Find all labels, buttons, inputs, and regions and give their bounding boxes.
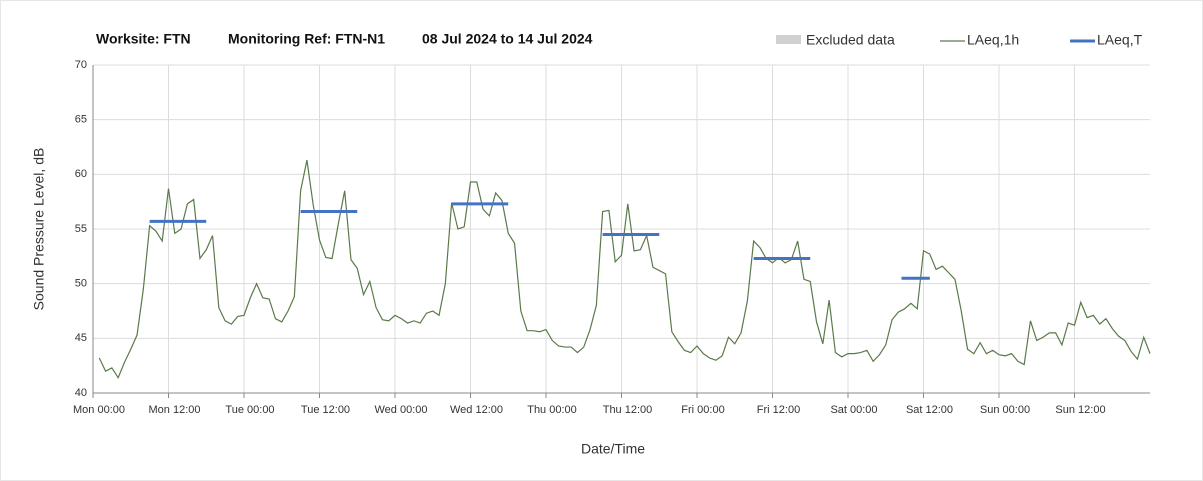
- y-tick-label: 70: [75, 59, 87, 71]
- x-tick-label: Fri 12:00: [757, 404, 800, 416]
- x-tick-label: Sun 00:00: [980, 404, 1030, 416]
- y-tick-label: 55: [75, 223, 87, 235]
- chart-title: Worksite: FTN: [96, 31, 191, 47]
- x-tick-label: Sat 00:00: [830, 404, 877, 416]
- chart-title: Monitoring Ref: FTN-N1: [228, 31, 385, 47]
- y-tick-label: 65: [75, 114, 87, 126]
- legend-label: Excluded data: [806, 32, 895, 48]
- x-tick-label: Fri 00:00: [681, 404, 724, 416]
- x-tick-label: Tue 12:00: [301, 404, 350, 416]
- y-tick-label: 50: [75, 278, 87, 290]
- legend-label: LAeq,T: [1097, 32, 1143, 48]
- y-tick-label: 60: [75, 168, 87, 180]
- x-tick-label: Wed 12:00: [450, 404, 503, 416]
- y-tick-label: 40: [75, 387, 87, 399]
- x-tick-label: Wed 00:00: [374, 404, 427, 416]
- y-axis-title: Sound Pressure Level, dB: [31, 148, 47, 311]
- y-tick-label: 45: [75, 332, 87, 344]
- x-tick-label: Mon 12:00: [149, 404, 201, 416]
- x-axis-title: Date/Time: [581, 441, 645, 457]
- x-tick-label: Tue 00:00: [225, 404, 274, 416]
- x-tick-label: Thu 00:00: [527, 404, 577, 416]
- x-tick-label: Thu 12:00: [603, 404, 653, 416]
- legend-swatch: [776, 35, 801, 44]
- x-tick-label: Sat 12:00: [906, 404, 953, 416]
- x-tick-label: Sun 12:00: [1055, 404, 1105, 416]
- legend-label: LAeq,1h: [967, 32, 1019, 48]
- chart-title: 08 Jul 2024 to 14 Jul 2024: [422, 31, 593, 47]
- x-tick-label: Mon 00:00: [73, 404, 125, 416]
- line-series: [98, 159, 1151, 379]
